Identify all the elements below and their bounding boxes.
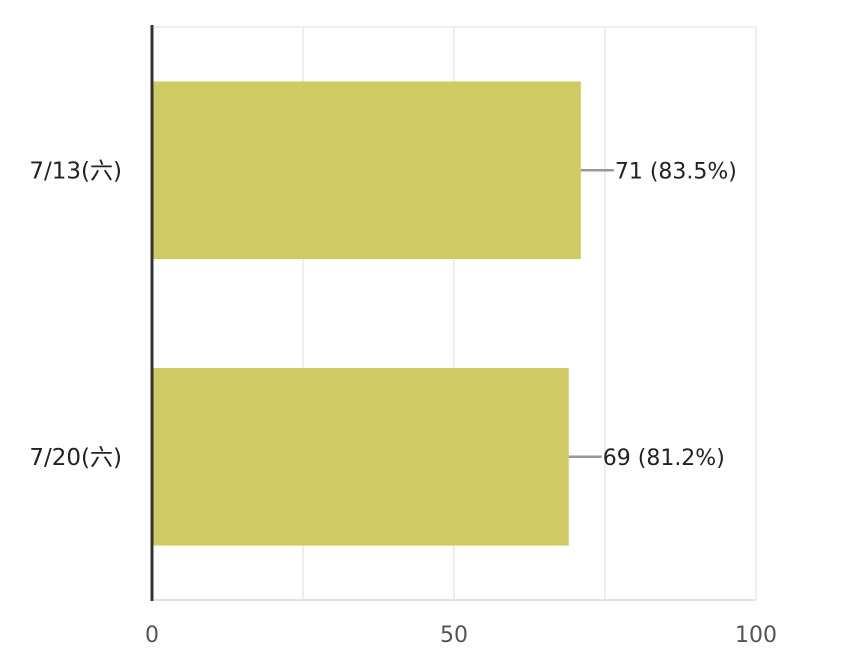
category-label: 7/20(六) [29,445,122,471]
bars [152,81,581,546]
data-label: 71 (83.5%) [615,159,737,184]
bar [152,367,569,546]
labels: 0 50 100 71 (83.5%) 7/13(六) 69 (81.2%) 7/20(六) [29,158,777,648]
x-tick-label: 100 [735,623,777,648]
x-tick-label: 0 [145,623,159,648]
x-tick-label: 50 [440,623,468,648]
bar [152,81,581,260]
category-label: 7/13(六) [29,158,122,184]
data-label: 69 (81.2%) [603,446,725,471]
